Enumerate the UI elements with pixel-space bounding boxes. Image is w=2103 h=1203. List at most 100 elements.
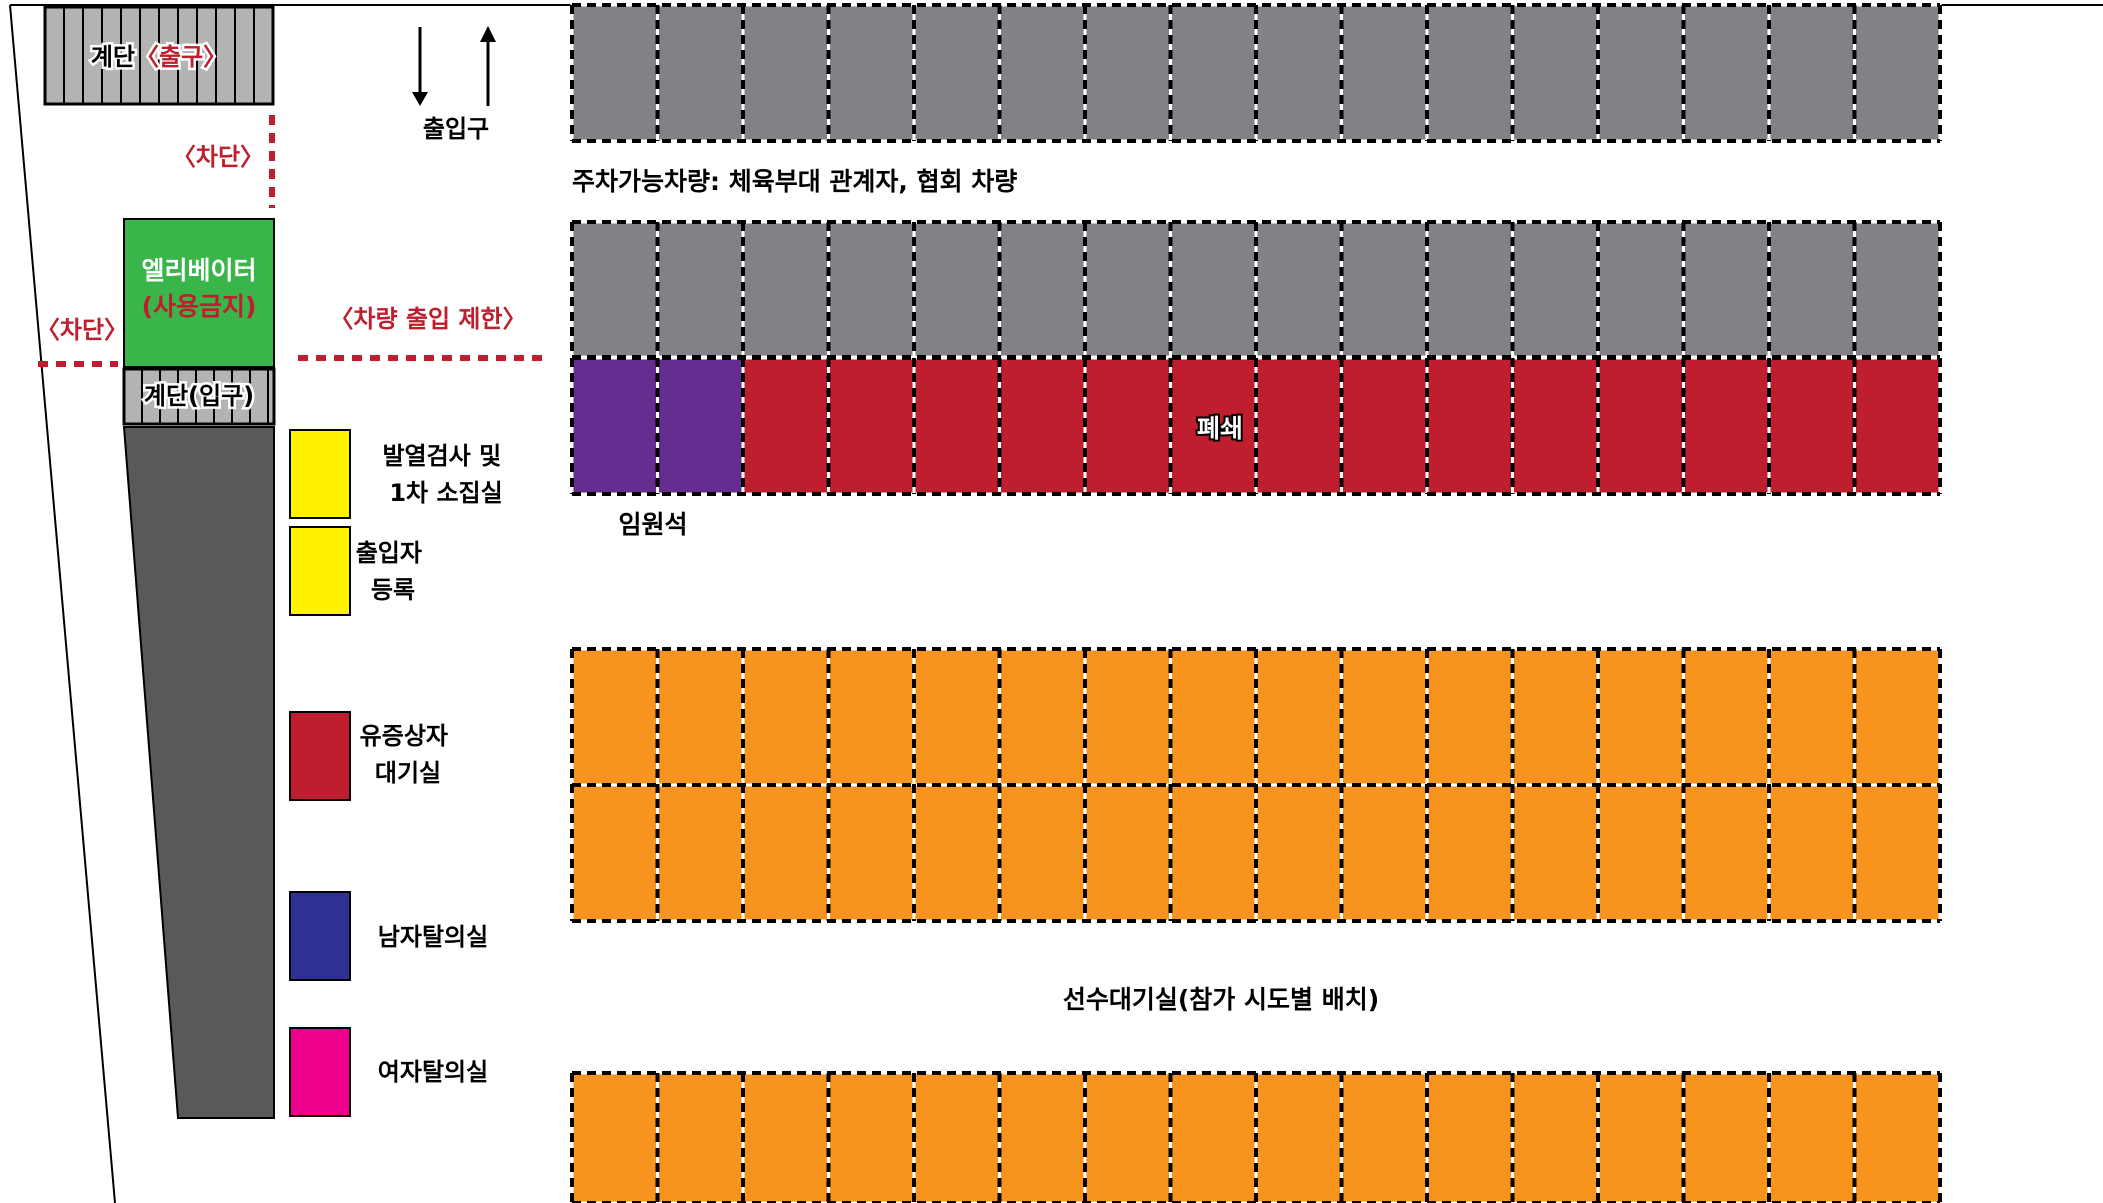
room-label-line2: 대기실 (375, 759, 441, 787)
athlete-cell (1169, 647, 1258, 787)
parking-cell (1169, 220, 1258, 359)
parking-cell (656, 220, 745, 359)
athlete-cell (1340, 783, 1429, 923)
entrance-arrows (412, 26, 496, 106)
closed-cell (827, 356, 916, 496)
room-swatch (289, 526, 351, 616)
athlete-cell (1682, 1071, 1771, 1203)
parking-cell (1853, 220, 1942, 359)
room-swatch (289, 711, 351, 801)
athlete-cell (1083, 783, 1172, 923)
athlete-cell (1169, 783, 1258, 923)
athlete-cell (1596, 647, 1685, 787)
athlete-waiting-area (570, 647, 1942, 923)
athlete-cell (1853, 1071, 1942, 1203)
parking-cell (1596, 3, 1685, 143)
closed-cell (570, 356, 659, 496)
arrow-down-icon (412, 92, 428, 106)
athlete-cell (1254, 1071, 1343, 1203)
parking-cell (570, 3, 659, 143)
closed-cell (1767, 356, 1856, 496)
parking-cell (1169, 3, 1258, 143)
athlete-cell (1340, 647, 1429, 787)
closed-cell (1425, 356, 1514, 496)
parking-cell (1767, 3, 1856, 143)
athlete-cell (912, 1071, 1001, 1203)
athlete-cell (1083, 647, 1172, 787)
athlete-cell (1425, 1071, 1514, 1203)
athlete-cell (1511, 783, 1600, 923)
parking-cell (656, 3, 745, 143)
room-label-line1: 유증상자 (360, 722, 448, 750)
elevator-note: (사용금지) (142, 292, 257, 321)
parking-cell (570, 220, 659, 359)
athlete-cell (827, 647, 916, 787)
parking-cell (1767, 220, 1856, 359)
parking-cell (1511, 3, 1600, 143)
athlete-cell (1596, 783, 1685, 923)
athlete-cell (1425, 783, 1514, 923)
room-legend: 발열검사 및 1차 소집실 출입자 등록 유증상자 대기실 남자탈의실 여자탈의… (289, 429, 509, 1117)
athlete-cell (1596, 1071, 1685, 1203)
closed-label: 폐쇄 (1197, 414, 1243, 443)
athlete-cell (827, 1071, 916, 1203)
athlete-cell (741, 647, 830, 787)
svg-text:출입자 등록: 출입자 등록 (356, 539, 431, 604)
stairs-entry-label: 계단(입구) (144, 382, 254, 410)
parking-cell (741, 220, 830, 359)
parking-cell (1340, 220, 1429, 359)
athlete-cell (570, 783, 659, 923)
parking-area-middle (570, 220, 1942, 359)
parking-cell (1511, 220, 1600, 359)
executive-seats-label: 임원석 (618, 510, 687, 539)
closed-cell (1682, 356, 1771, 496)
legend-item-women-locker: 여자탈의실 (289, 1027, 488, 1117)
athlete-cell (656, 1071, 745, 1203)
stairs-exit: 계단〈출구〉 (43, 5, 275, 106)
closed-cell (1169, 356, 1258, 496)
room-swatch (289, 1027, 351, 1117)
closed-area (570, 356, 1942, 496)
athlete-cell (1340, 1071, 1429, 1203)
closed-cell (656, 356, 745, 496)
athlete-cell (1767, 783, 1856, 923)
svg-text:발열검사 및 1차 소집실: 발열검사 및 1차 소집실 (382, 442, 509, 507)
athlete-cell (827, 783, 916, 923)
parking-cell (741, 3, 830, 143)
athlete-cell (570, 1071, 659, 1203)
athlete-cell (570, 647, 659, 787)
athlete-cell (1853, 647, 1942, 787)
athlete-cell (1511, 1071, 1600, 1203)
parking-cell (827, 3, 916, 143)
athlete-cell (998, 647, 1087, 787)
parking-cell (1254, 3, 1343, 143)
athlete-waiting-area-bottom (570, 1071, 1942, 1203)
legend-item-registration: 출입자 등록 (289, 526, 431, 616)
stairs-entry: 계단(입구) (122, 367, 276, 426)
parking-cell (1682, 3, 1771, 143)
athlete-cell (741, 1071, 830, 1203)
athlete-cell (1169, 1071, 1258, 1203)
parking-cell (998, 3, 1087, 143)
athlete-waiting-label: 선수대기실(참가 시도별 배치) (1063, 985, 1379, 1014)
athlete-cell (1767, 1071, 1856, 1203)
parking-cell (1596, 220, 1685, 359)
athlete-cell (1254, 783, 1343, 923)
svg-text:유증상자 대기실: 유증상자 대기실 (360, 722, 457, 787)
parking-cell (1682, 220, 1771, 359)
athlete-cell (1425, 647, 1514, 787)
closed-cell (998, 356, 1087, 496)
parking-cell (912, 3, 1001, 143)
athlete-cell (1682, 783, 1771, 923)
parking-cell (1853, 3, 1942, 143)
closed-cell (1511, 356, 1600, 496)
parking-cell (1083, 3, 1172, 143)
parking-cell (1425, 220, 1514, 359)
parking-cell (912, 220, 1001, 359)
athlete-cell (1767, 647, 1856, 787)
closed-cell (1596, 356, 1685, 496)
legend-item-fever-check: 발열검사 및 1차 소집실 (289, 429, 509, 519)
parking-cell (998, 220, 1087, 359)
closed-cell (741, 356, 830, 496)
athlete-cell (1254, 647, 1343, 787)
